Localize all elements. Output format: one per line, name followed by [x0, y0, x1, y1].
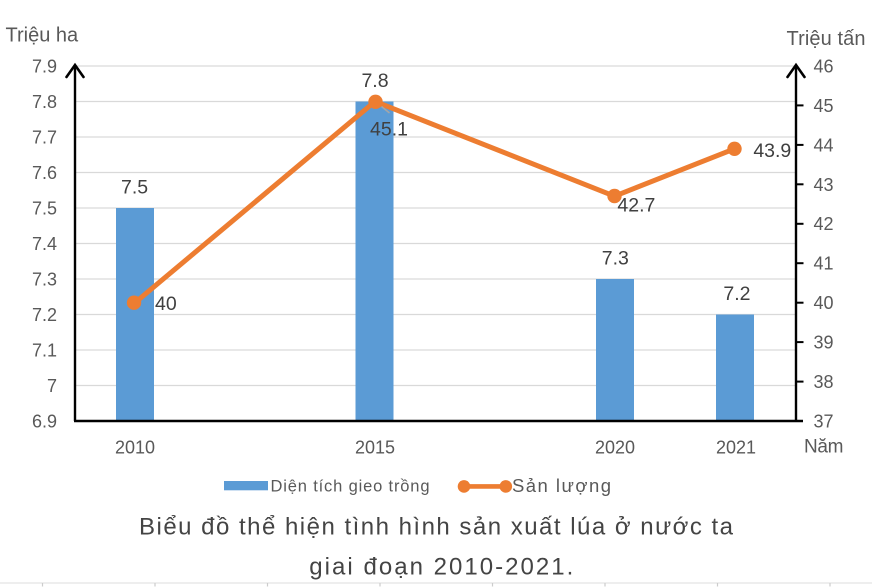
svg-text:6.9: 6.9 [32, 411, 57, 431]
svg-text:45: 45 [814, 96, 834, 116]
svg-text:40: 40 [814, 293, 834, 313]
svg-text:7.1: 7.1 [32, 340, 57, 360]
svg-text:Diện tích gieo trồng: Diện tích gieo trồng [271, 478, 430, 496]
svg-text:Năm: Năm [804, 437, 844, 458]
svg-text:7.8: 7.8 [32, 92, 57, 112]
svg-text:43: 43 [814, 175, 834, 195]
svg-text:7.7: 7.7 [32, 127, 57, 147]
svg-text:7.5: 7.5 [32, 198, 57, 218]
svg-text:Biểu đồ thể hiện tình hình sản: Biểu đồ thể hiện tình hình sản xuất lúa … [139, 514, 734, 541]
svg-text:2015: 2015 [355, 438, 395, 458]
svg-text:Triệu tấn: Triệu tấn [787, 28, 866, 50]
svg-text:46: 46 [814, 56, 834, 76]
svg-text:43.9: 43.9 [753, 140, 791, 162]
svg-text:Triệu ha: Triệu ha [6, 25, 80, 47]
svg-text:7.2: 7.2 [32, 305, 57, 325]
svg-text:41: 41 [814, 254, 834, 274]
svg-text:7.5: 7.5 [121, 177, 148, 199]
svg-text:2010: 2010 [115, 438, 155, 458]
svg-text:7.2: 7.2 [723, 283, 750, 305]
svg-text:Sản lượng: Sản lượng [512, 475, 611, 496]
svg-text:45.1: 45.1 [370, 118, 408, 140]
svg-text:39: 39 [814, 333, 834, 353]
svg-text:42.7: 42.7 [617, 194, 655, 216]
svg-text:44: 44 [814, 135, 834, 155]
svg-text:7.3: 7.3 [602, 247, 629, 269]
svg-text:giai đoạn 2010-2021.: giai đoạn 2010-2021. [309, 554, 573, 581]
svg-text:2020: 2020 [595, 438, 635, 458]
svg-text:7.4: 7.4 [32, 234, 57, 254]
svg-text:37: 37 [814, 411, 834, 431]
svg-text:2021: 2021 [716, 438, 756, 458]
svg-text:38: 38 [814, 372, 834, 392]
svg-text:42: 42 [814, 214, 834, 234]
svg-text:7: 7 [47, 376, 57, 396]
svg-text:40: 40 [155, 293, 177, 315]
svg-text:7.3: 7.3 [32, 269, 57, 289]
svg-text:7.8: 7.8 [361, 70, 388, 92]
svg-text:7.6: 7.6 [32, 163, 57, 183]
svg-text:7.9: 7.9 [32, 56, 57, 76]
